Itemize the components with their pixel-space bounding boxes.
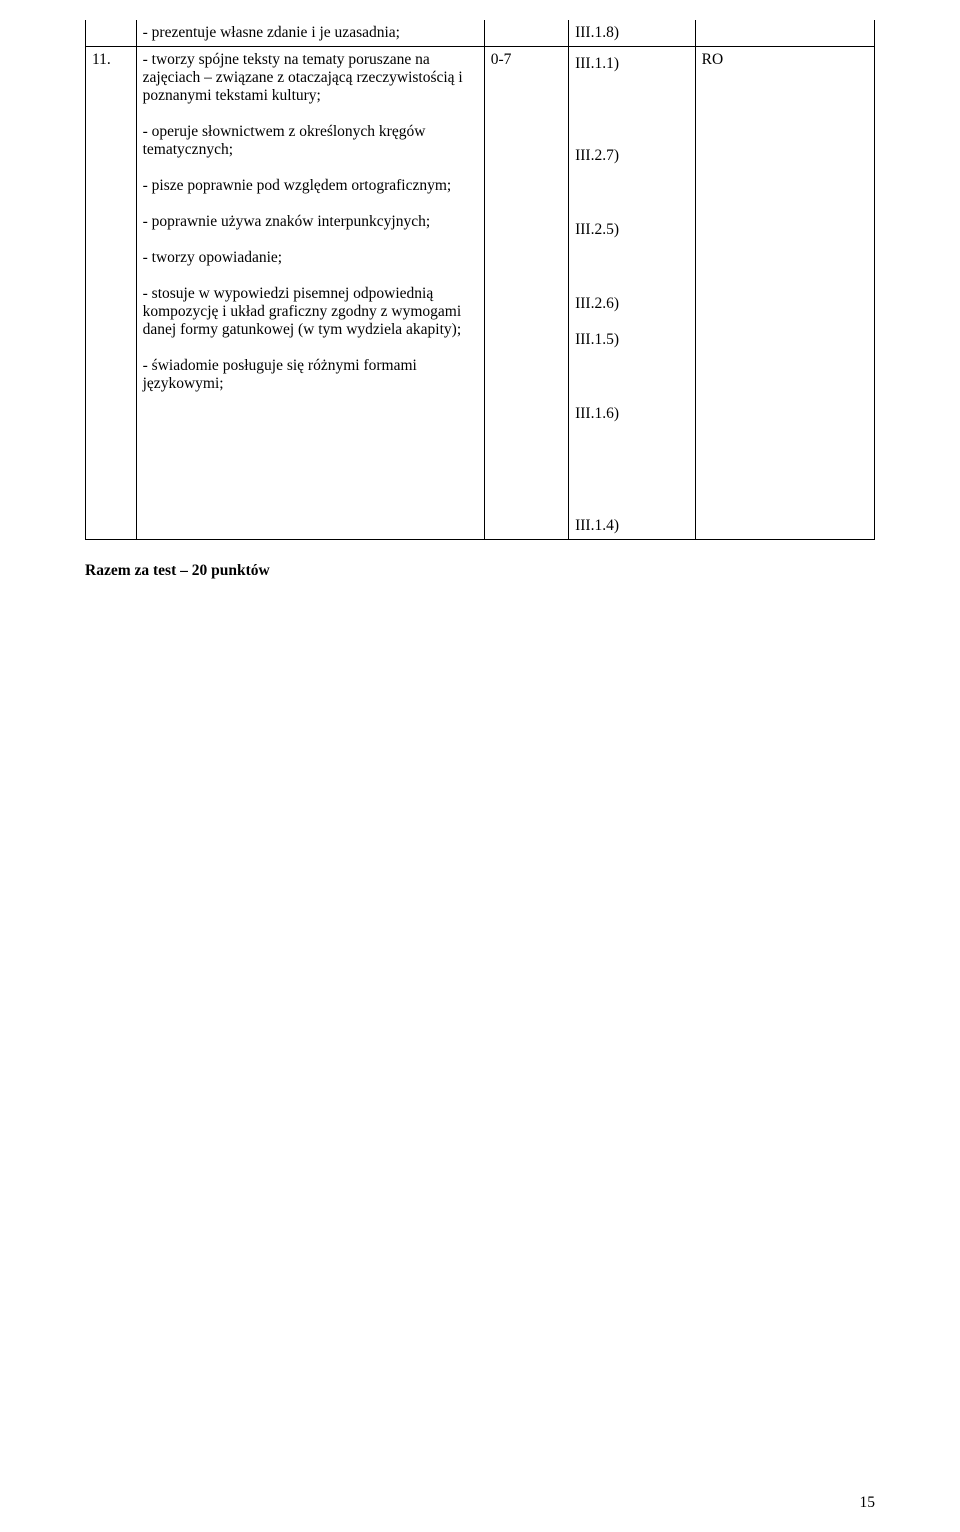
code-text: III.2.5)	[575, 221, 689, 239]
cell-desc: - tworzy spójne teksty na tematy porusza…	[136, 47, 484, 540]
cell-desc: - prezentuje własne zdanie i je uzasadni…	[136, 20, 484, 47]
code-text: III.2.7)	[575, 147, 689, 165]
cell-note: RO	[695, 47, 874, 540]
desc-text: - prezentuje własne zdanie i je uzasadni…	[143, 24, 400, 41]
cell-num	[86, 20, 137, 47]
desc-item: - pisze poprawnie pod względem ortografi…	[143, 177, 478, 195]
cell-num: 11.	[86, 47, 137, 540]
summary-text: Razem za test – 20 punktów	[85, 562, 875, 580]
desc-item: - stosuje w wypowiedzi pisemnej odpowied…	[143, 285, 478, 339]
desc-item: - świadomie posługuje się różnymi formam…	[143, 357, 478, 393]
cell-score: 0-7	[484, 47, 568, 540]
code-text: III.1.1)	[575, 51, 689, 73]
score-text: 0-7	[491, 51, 512, 68]
desc-item: - operuje słownictwem z określonych kręg…	[143, 123, 478, 159]
cell-score	[484, 20, 568, 47]
table-row: 11. - tworzy spójne teksty na tematy por…	[86, 47, 875, 540]
code-text: III.1.6)	[575, 405, 689, 423]
cell-code: III.1.8)	[569, 20, 696, 47]
desc-item: - poprawnie używa znaków interpunkcyjnyc…	[143, 213, 478, 231]
standards-table: - prezentuje własne zdanie i je uzasadni…	[85, 20, 875, 540]
desc-item: - tworzy opowiadanie;	[143, 249, 478, 267]
cell-code: III.1.1) III.2.7) III.2.5) III.2.6) III.…	[569, 47, 696, 540]
code-text: III.1.4)	[575, 517, 689, 535]
page-number: 15	[860, 1494, 876, 1512]
code-text: III.1.8)	[575, 24, 619, 41]
code-text: III.2.6)	[575, 295, 689, 313]
note-text: RO	[702, 51, 724, 68]
row-number: 11.	[92, 51, 111, 68]
code-text: III.1.5)	[575, 331, 689, 349]
cell-note	[695, 20, 874, 47]
desc-item: - tworzy spójne teksty na tematy porusza…	[143, 51, 478, 105]
table-row: - prezentuje własne zdanie i je uzasadni…	[86, 20, 875, 47]
